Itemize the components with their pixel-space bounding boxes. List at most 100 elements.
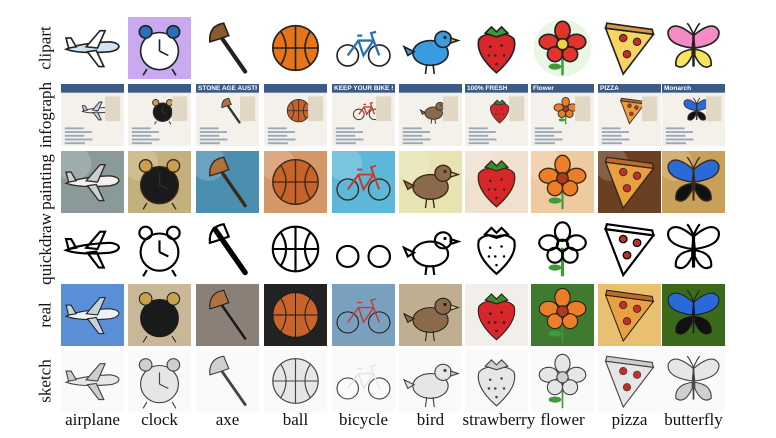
pizza-icon	[598, 84, 661, 145]
painting-axe-image	[196, 151, 259, 213]
painting-airplane-image	[61, 151, 124, 213]
real-bird-image	[399, 284, 462, 346]
airplane-icon	[63, 230, 121, 269]
sketch-clock-image	[128, 350, 191, 412]
bird-icon	[401, 231, 462, 276]
column-label-flower: flower	[540, 410, 585, 429]
bicycle-icon	[336, 30, 391, 67]
real-pizza-image	[598, 284, 661, 346]
row-label-quickdraw: quickdraw	[34, 213, 58, 285]
column-label-pizza: pizza	[611, 410, 648, 429]
clipart-flower-image	[531, 17, 594, 79]
clock-icon	[138, 292, 181, 343]
real-clock-image	[128, 284, 191, 346]
column-label-axe: axe	[215, 410, 240, 429]
infograph-axe-image: STONE AGE AUSTRALIANS	[196, 84, 259, 146]
ball-icon	[272, 24, 319, 72]
flower-icon	[538, 221, 587, 277]
strawberry-icon	[465, 151, 516, 208]
axe-icon	[209, 289, 247, 340]
pizza-icon	[598, 151, 655, 210]
butterfly-icon	[662, 151, 720, 202]
infograph-flower-image: Flower	[531, 84, 594, 146]
flower-icon	[538, 287, 587, 343]
real-bicycle-image	[332, 284, 395, 346]
row-label-painting: painting	[34, 151, 58, 213]
quickdraw-pizza-image	[598, 218, 661, 280]
clock-icon	[138, 358, 181, 409]
flower-icon	[531, 151, 587, 210]
row-label-real: real	[34, 284, 58, 346]
sketch-butterfly-image	[662, 350, 725, 412]
quickdraw-butterfly-image	[662, 218, 725, 280]
infograph-butterfly-image: Monarch	[662, 84, 725, 146]
painting-butterfly-image	[662, 151, 725, 213]
bicycle-icon	[336, 364, 391, 400]
bird-icon	[402, 363, 461, 408]
butterfly-icon	[667, 355, 720, 401]
sketch-bird-image	[399, 350, 462, 412]
bicycle-icon	[332, 151, 391, 201]
sketch-bicycle-image	[332, 350, 395, 412]
quickdraw-axe-image	[196, 218, 259, 280]
flower-icon	[531, 84, 594, 145]
clipart-bird-image	[399, 17, 462, 79]
ball-icon	[272, 358, 319, 404]
real-butterfly-image	[662, 284, 725, 346]
clipart-axe-image	[196, 17, 259, 79]
sketch-ball-image	[264, 350, 327, 412]
clipart-airplane-image	[61, 17, 124, 79]
strawberry-icon	[465, 84, 528, 145]
infograph-ball-image	[264, 84, 327, 146]
painting-pizza-image	[598, 151, 661, 213]
domain-label-text: sketch	[36, 359, 55, 403]
axe-icon	[209, 355, 247, 406]
clipart-ball-image	[264, 17, 327, 79]
row-label-sketch: sketch	[34, 350, 58, 412]
column-label-clock: clock	[141, 410, 178, 429]
column-label-ball: ball	[282, 410, 309, 429]
painting-strawberry-image	[465, 151, 528, 213]
infograph-caption: Monarch	[664, 85, 692, 92]
domain-label-text: painting	[36, 154, 55, 210]
infograph-caption: PIZZA	[600, 85, 619, 92]
real-ball-image	[264, 284, 327, 346]
bicycle-icon	[336, 298, 391, 334]
butterfly-icon	[667, 223, 720, 270]
ball-icon	[264, 151, 319, 206]
ball-icon	[264, 84, 327, 145]
column-label-bird: bird	[416, 410, 445, 429]
sketch-flower-image	[531, 350, 594, 412]
clipart-strawberry-image	[465, 17, 528, 79]
strawberry-icon	[477, 25, 516, 74]
pizza-icon	[604, 355, 655, 409]
infograph-pizza-image: PIZZA	[598, 84, 661, 146]
quickdraw-ball-image	[264, 218, 327, 280]
real-airplane-image	[61, 284, 124, 346]
strawberry-icon	[477, 293, 516, 341]
painting-ball-image	[264, 151, 327, 213]
quickdraw-strawberry-image	[465, 218, 528, 280]
butterfly-icon	[667, 289, 720, 335]
infograph-bicycle-image: KEEP YOUR BIKE SAFE	[332, 84, 395, 146]
airplane-icon	[63, 29, 120, 68]
flower-icon	[533, 19, 592, 77]
infograph-clock-image	[128, 84, 191, 146]
column-label-airplane: airplane	[65, 410, 120, 429]
painting-bird-image	[399, 151, 462, 213]
clock-icon	[138, 225, 181, 277]
bicycle-icon	[332, 84, 395, 145]
strawberry-icon	[477, 226, 516, 276]
infograph-caption: KEEP YOUR BIKE SAFE	[334, 85, 393, 92]
butterfly-icon	[667, 22, 720, 68]
airplane-icon	[64, 297, 120, 335]
clipart-pizza-image	[598, 17, 661, 79]
row-label-clipart: clipart	[34, 17, 58, 79]
quickdraw-flower-image	[531, 218, 594, 280]
domain-label-text: quickdraw	[36, 213, 56, 285]
bicycle-icon	[335, 244, 392, 269]
clock-icon	[138, 24, 181, 76]
axe-icon	[196, 151, 247, 208]
bird-icon	[402, 30, 461, 75]
clock-icon	[128, 84, 191, 145]
